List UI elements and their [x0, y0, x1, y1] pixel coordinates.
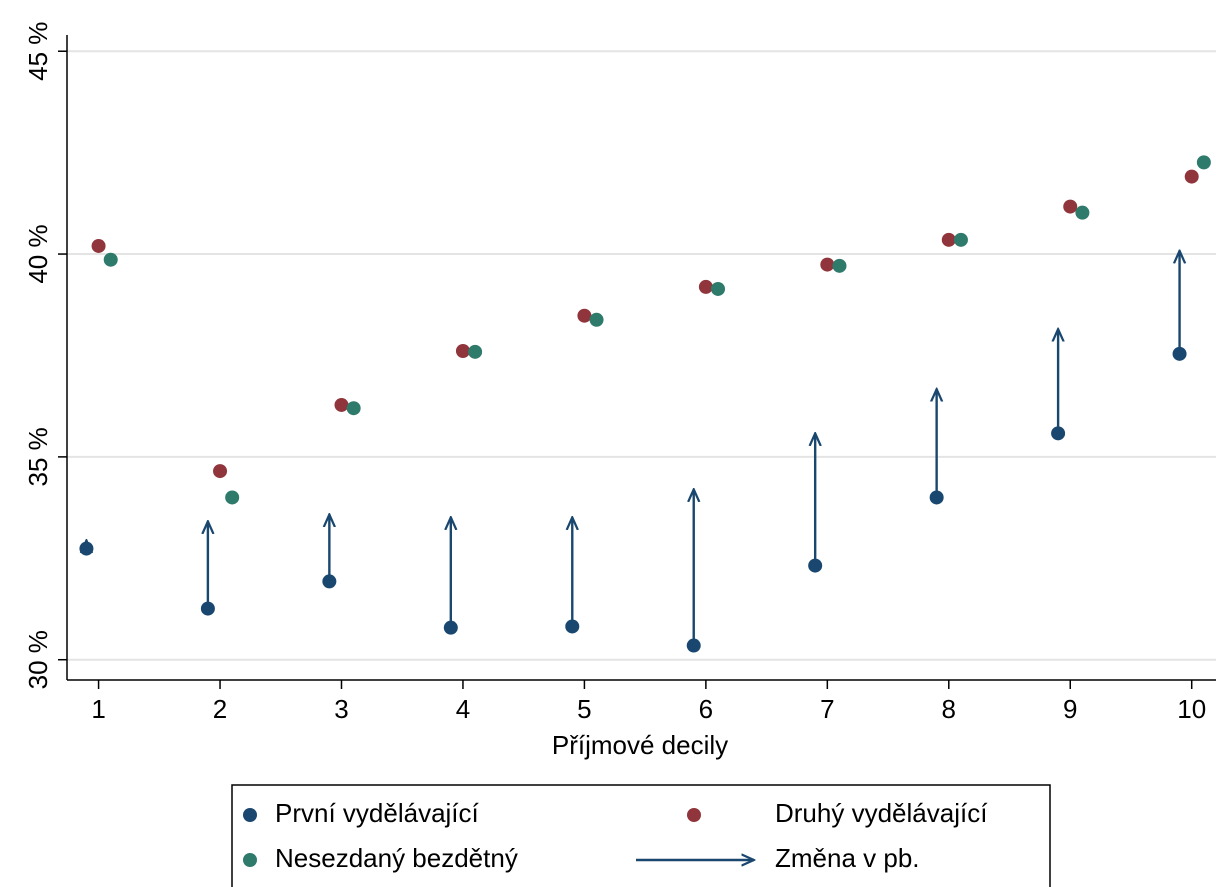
point	[953, 232, 968, 247]
x-tick-label: 5	[577, 694, 591, 724]
point	[468, 344, 483, 359]
x-axis-label: Příjmové decily	[552, 730, 728, 760]
legend-label: První vydělávající	[275, 798, 480, 828]
point	[589, 312, 604, 327]
point	[225, 490, 240, 505]
legend-box	[231, 784, 1051, 887]
point	[686, 638, 701, 653]
legend-label: Nesezdaný bezdětný	[275, 843, 518, 873]
legend-label: Druhý vydělávající	[775, 798, 988, 828]
x-tick-label: 3	[334, 694, 348, 724]
point	[1184, 169, 1199, 184]
point	[1051, 426, 1066, 441]
x-tick-label: 7	[820, 694, 834, 724]
point	[711, 281, 726, 296]
x-tick-label: 6	[699, 694, 713, 724]
point	[1075, 205, 1090, 220]
point	[832, 258, 847, 273]
point	[929, 490, 944, 505]
point	[213, 464, 228, 479]
point	[91, 238, 106, 253]
x-tick-label: 1	[91, 694, 105, 724]
point	[346, 401, 361, 416]
point	[698, 279, 713, 294]
point	[1196, 155, 1211, 170]
point	[1063, 199, 1078, 214]
point	[941, 232, 956, 247]
legend-marker	[687, 808, 701, 822]
legend-marker	[243, 853, 257, 867]
point	[577, 308, 592, 323]
point	[820, 257, 835, 272]
point	[565, 619, 580, 634]
x-tick-label: 8	[942, 694, 956, 724]
point	[808, 558, 823, 573]
point	[1172, 346, 1187, 361]
point	[455, 344, 470, 359]
y-tick-label: 35 %	[23, 427, 53, 486]
point	[443, 620, 458, 635]
point	[79, 541, 94, 556]
y-tick-label: 30 %	[23, 630, 53, 689]
point	[322, 574, 337, 589]
point	[103, 252, 118, 267]
point	[200, 601, 215, 616]
x-tick-label: 10	[1177, 694, 1206, 724]
x-tick-label: 4	[456, 694, 470, 724]
x-tick-label: 2	[213, 694, 227, 724]
y-tick-label: 40 %	[23, 224, 53, 283]
y-tick-label: 45 %	[23, 22, 53, 81]
legend-label: Změna v pb.	[775, 843, 920, 873]
x-tick-label: 9	[1063, 694, 1077, 724]
point	[334, 397, 349, 412]
legend-marker	[243, 808, 257, 822]
